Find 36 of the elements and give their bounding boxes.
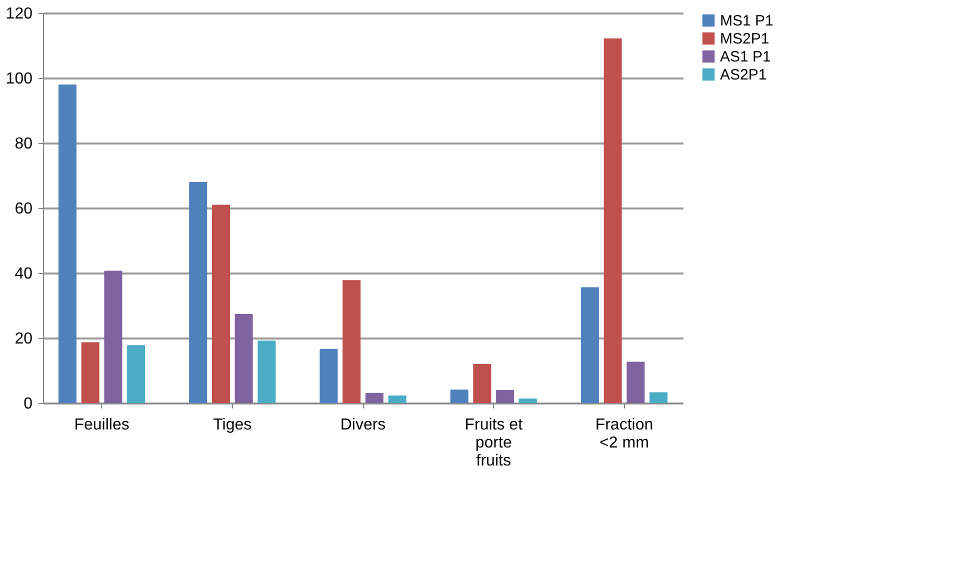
y-tick-label: 120 [6, 6, 33, 22]
y-tick-label: 100 [6, 70, 33, 88]
bar [189, 182, 208, 403]
bar [58, 84, 76, 403]
y-tick-label: 40 [14, 266, 33, 282]
legend-label: MS1 P1 [720, 12, 774, 30]
bar [127, 345, 146, 403]
bar [518, 398, 537, 403]
legend-label: AS2P1 [720, 66, 767, 84]
bar [604, 38, 622, 403]
y-tick-label: 0 [24, 396, 33, 412]
bar [234, 314, 253, 403]
y-tick-label: 20 [14, 330, 33, 348]
x-tick-label: Feuilles [74, 416, 130, 434]
bar [496, 390, 514, 403]
y-tick-label: 80 [14, 136, 33, 152]
bar [473, 364, 492, 403]
bar [626, 362, 645, 403]
bar [212, 204, 230, 403]
x-tick-label: Fruits et porte fruits [464, 416, 524, 470]
bar [81, 342, 100, 403]
bar [580, 287, 599, 403]
x-tick-label: Tiges [213, 416, 252, 434]
legend-label: MS2P1 [720, 30, 770, 48]
bar [342, 280, 361, 403]
bar [450, 390, 468, 403]
x-tick-label: Divers [340, 416, 386, 434]
y-tick-label: 60 [14, 200, 33, 218]
bar [258, 340, 276, 403]
bar [104, 270, 122, 403]
bar [365, 392, 384, 403]
bar [650, 392, 668, 403]
bar [320, 349, 338, 403]
bar [388, 396, 406, 403]
x-tick-label: Fraction <2 mm [595, 416, 654, 452]
legend-label: AS1 P1 [720, 48, 771, 66]
